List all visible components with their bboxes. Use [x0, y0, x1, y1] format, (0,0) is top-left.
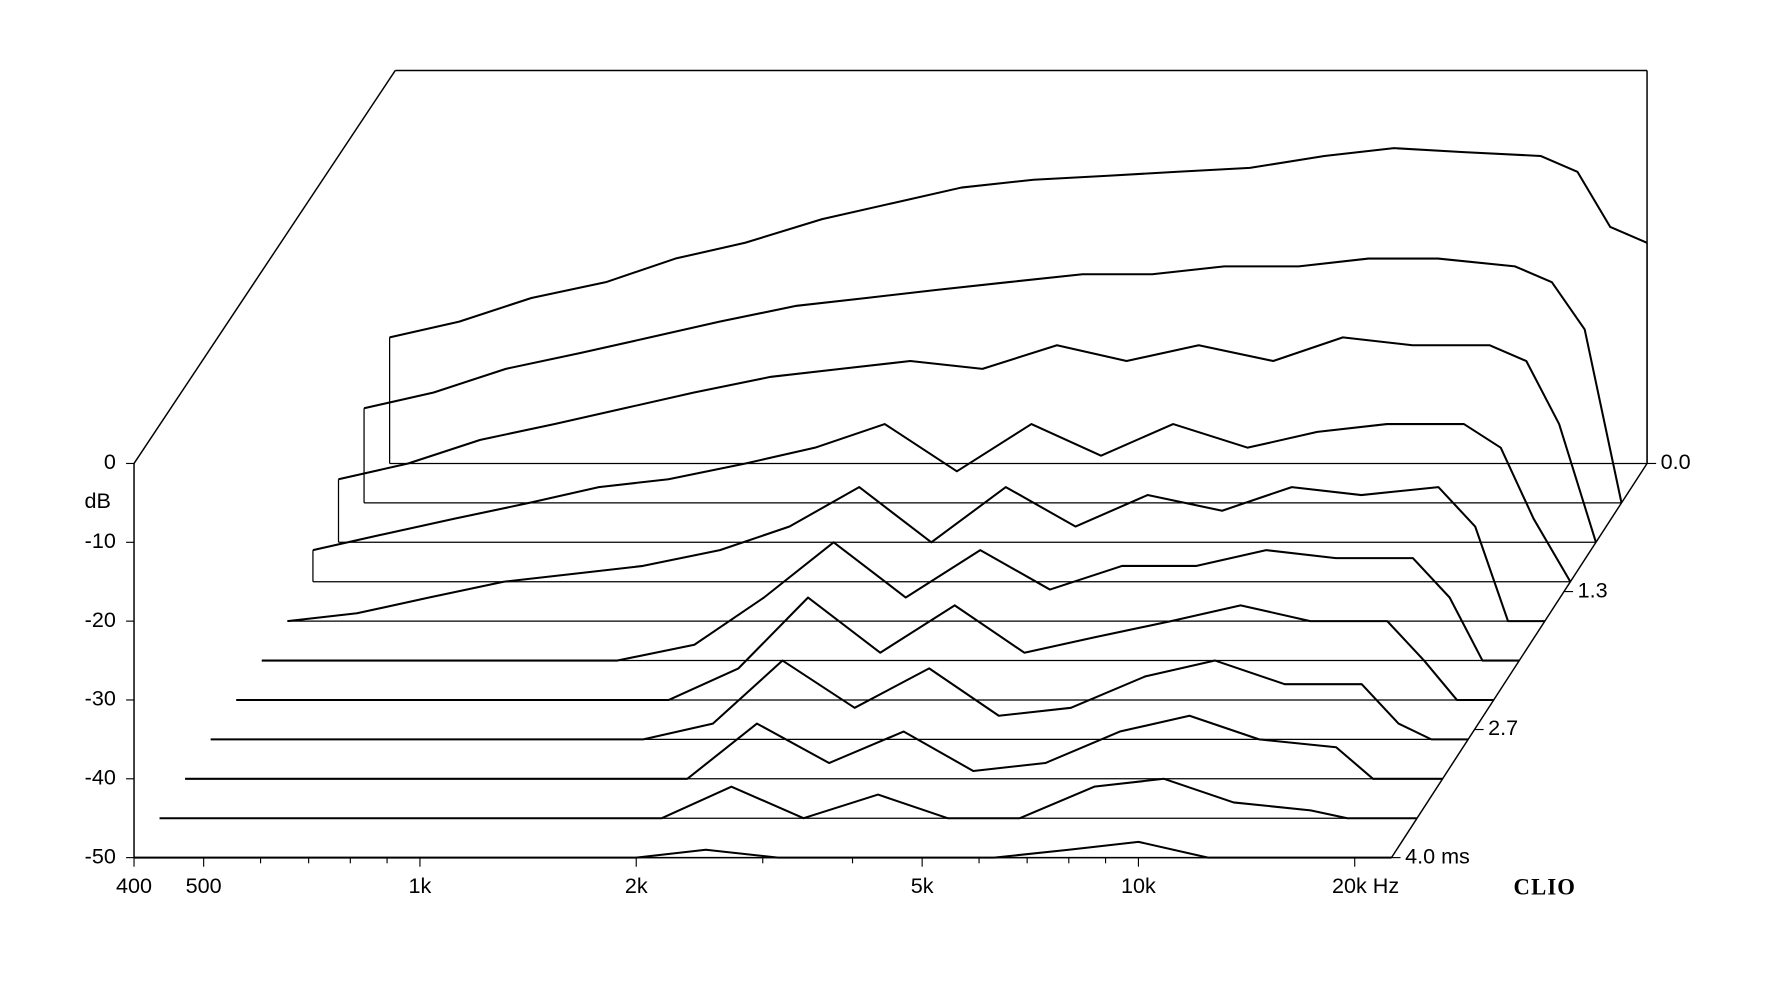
y-axis-label: dB — [84, 488, 110, 513]
x-tick-label: 2k — [625, 873, 648, 898]
y-tick-label: 0 — [104, 449, 116, 474]
y-tick-label: -50 — [85, 843, 116, 868]
x-tick-label: 10k — [1121, 873, 1156, 898]
y-tick-label: -30 — [85, 686, 116, 711]
decay-slice — [134, 840, 1392, 859]
brand: CLIO — [1514, 875, 1577, 900]
x-tick-label: 500 — [186, 873, 222, 898]
decay-slice — [312, 423, 1572, 583]
x-tick-label: 5k — [911, 873, 934, 898]
decay-slice — [338, 336, 1597, 543]
y-tick-label: -20 — [85, 607, 116, 632]
x-tick-label: 20k Hz — [1332, 873, 1399, 898]
side-edge — [133, 70, 396, 464]
x-tick-label: 400 — [116, 873, 152, 898]
decay-slice — [210, 659, 1469, 741]
x-tick-label: 1k — [409, 873, 432, 898]
y-tick-label: -40 — [85, 764, 116, 789]
z-tick-label: 1.3 — [1578, 577, 1608, 602]
decay-slice — [363, 257, 1623, 504]
z-tick-label: 2.7 — [1488, 715, 1518, 740]
decay-slice — [287, 486, 1545, 623]
z-tick-label: 4.0 ms — [1405, 843, 1470, 868]
y-tick-label: -10 — [85, 528, 116, 553]
decay-slice — [159, 777, 1418, 820]
z-tick-label: 0.0 — [1661, 449, 1691, 474]
decay-slice — [261, 541, 1520, 662]
decay-slice — [185, 714, 1443, 780]
decay-slice — [389, 147, 1648, 339]
decay-slice — [236, 596, 1494, 701]
